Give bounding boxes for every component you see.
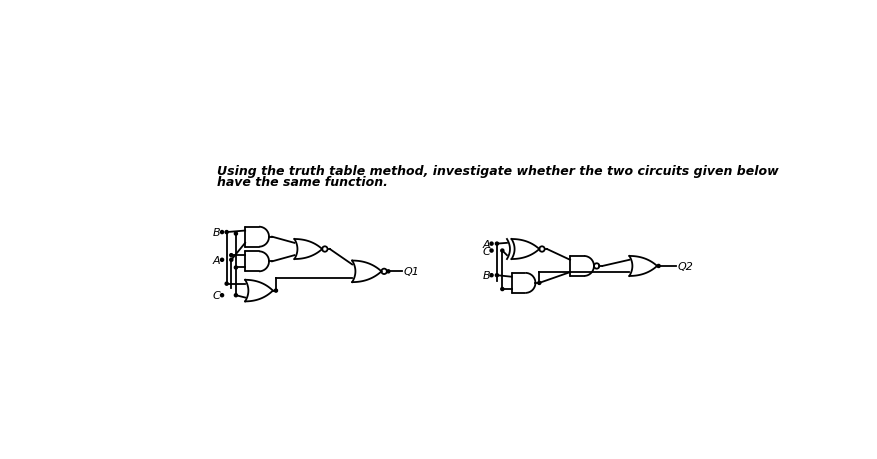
Text: B: B [481, 271, 489, 280]
Text: C: C [212, 291, 220, 301]
Text: Q2: Q2 [677, 261, 693, 271]
Circle shape [220, 294, 224, 297]
Text: Q1: Q1 [403, 267, 419, 277]
Circle shape [500, 249, 503, 252]
Circle shape [489, 249, 493, 252]
Circle shape [220, 259, 224, 262]
Text: A: A [212, 255, 220, 265]
Circle shape [537, 282, 540, 285]
Circle shape [230, 259, 232, 262]
Circle shape [234, 233, 237, 235]
Circle shape [495, 274, 498, 277]
Circle shape [489, 242, 493, 246]
Text: C: C [481, 246, 489, 256]
Text: B: B [212, 228, 220, 238]
Circle shape [230, 254, 232, 257]
Text: have the same function.: have the same function. [217, 176, 387, 189]
Circle shape [500, 288, 503, 291]
Circle shape [489, 274, 493, 277]
Circle shape [234, 294, 237, 297]
Text: Using the truth table method, investigate whether the two circuits given below: Using the truth table method, investigat… [217, 164, 777, 177]
Circle shape [225, 231, 228, 234]
Circle shape [275, 290, 277, 292]
Circle shape [234, 266, 237, 269]
Circle shape [225, 282, 228, 285]
Circle shape [656, 265, 660, 268]
Text: A: A [481, 239, 489, 249]
Circle shape [495, 242, 498, 246]
Circle shape [387, 270, 389, 273]
Circle shape [220, 231, 224, 234]
